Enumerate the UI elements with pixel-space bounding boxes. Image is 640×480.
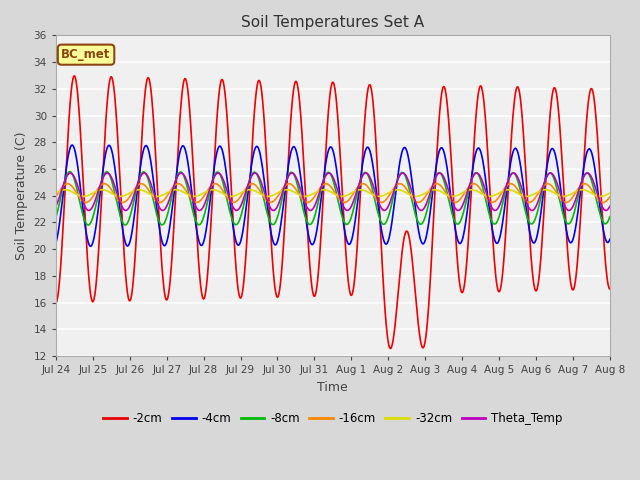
-4cm bbox=[492, 240, 500, 245]
Theta_Temp bbox=[454, 207, 462, 213]
Theta_Temp bbox=[52, 204, 60, 209]
-16cm bbox=[238, 192, 246, 198]
Line: -4cm: -4cm bbox=[56, 145, 610, 246]
-16cm bbox=[119, 200, 127, 205]
-16cm bbox=[420, 196, 428, 202]
X-axis label: Time: Time bbox=[317, 381, 348, 394]
-8cm bbox=[420, 218, 428, 224]
-8cm bbox=[84, 222, 92, 228]
Theta_Temp bbox=[541, 178, 548, 184]
Theta_Temp bbox=[606, 204, 614, 209]
-8cm bbox=[66, 169, 74, 175]
-4cm bbox=[52, 240, 60, 246]
-16cm bbox=[176, 181, 184, 187]
Theta_Temp bbox=[473, 170, 481, 176]
-2cm bbox=[492, 275, 500, 280]
Theta_Temp bbox=[175, 171, 183, 177]
-8cm bbox=[238, 210, 246, 216]
-8cm bbox=[606, 214, 614, 219]
-32cm bbox=[162, 191, 170, 196]
-32cm bbox=[492, 192, 499, 198]
-32cm bbox=[596, 193, 604, 199]
-2cm bbox=[162, 296, 170, 302]
Line: -8cm: -8cm bbox=[56, 172, 610, 225]
-32cm bbox=[52, 190, 60, 196]
-2cm bbox=[237, 294, 245, 300]
-16cm bbox=[606, 194, 614, 200]
-2cm bbox=[52, 300, 60, 306]
Line: -32cm: -32cm bbox=[56, 190, 610, 196]
Text: BC_met: BC_met bbox=[61, 48, 111, 61]
Theta_Temp bbox=[162, 205, 170, 211]
-16cm bbox=[100, 181, 108, 187]
-4cm bbox=[176, 150, 184, 156]
Y-axis label: Soil Temperature (C): Soil Temperature (C) bbox=[15, 132, 28, 260]
Line: -2cm: -2cm bbox=[56, 76, 610, 348]
-16cm bbox=[492, 198, 500, 204]
-4cm bbox=[86, 243, 94, 249]
-32cm bbox=[61, 187, 69, 192]
-2cm bbox=[606, 286, 614, 292]
-2cm bbox=[420, 345, 428, 350]
-8cm bbox=[176, 169, 184, 175]
Theta_Temp bbox=[419, 207, 427, 213]
-4cm bbox=[238, 234, 246, 240]
-2cm bbox=[387, 346, 394, 351]
-32cm bbox=[419, 192, 427, 197]
-8cm bbox=[52, 215, 60, 220]
-2cm bbox=[541, 193, 548, 199]
-16cm bbox=[52, 194, 60, 200]
-4cm bbox=[68, 142, 76, 148]
-4cm bbox=[163, 240, 170, 246]
-2cm bbox=[175, 123, 183, 129]
Legend: -2cm, -4cm, -8cm, -16cm, -32cm, Theta_Temp: -2cm, -4cm, -8cm, -16cm, -32cm, Theta_Te… bbox=[99, 407, 567, 430]
-16cm bbox=[541, 182, 548, 188]
-32cm bbox=[606, 190, 614, 196]
-2cm bbox=[70, 73, 78, 79]
-8cm bbox=[541, 179, 548, 185]
-4cm bbox=[541, 179, 548, 185]
-8cm bbox=[163, 216, 170, 221]
Line: -16cm: -16cm bbox=[56, 184, 610, 203]
Theta_Temp bbox=[237, 203, 245, 208]
-32cm bbox=[541, 187, 548, 192]
-32cm bbox=[237, 190, 245, 195]
Theta_Temp bbox=[492, 207, 500, 213]
-4cm bbox=[420, 241, 428, 247]
Title: Soil Temperatures Set A: Soil Temperatures Set A bbox=[241, 15, 424, 30]
-16cm bbox=[163, 194, 170, 200]
-8cm bbox=[492, 220, 500, 226]
-32cm bbox=[175, 187, 183, 193]
Line: Theta_Temp: Theta_Temp bbox=[56, 173, 610, 210]
-4cm bbox=[606, 236, 614, 242]
